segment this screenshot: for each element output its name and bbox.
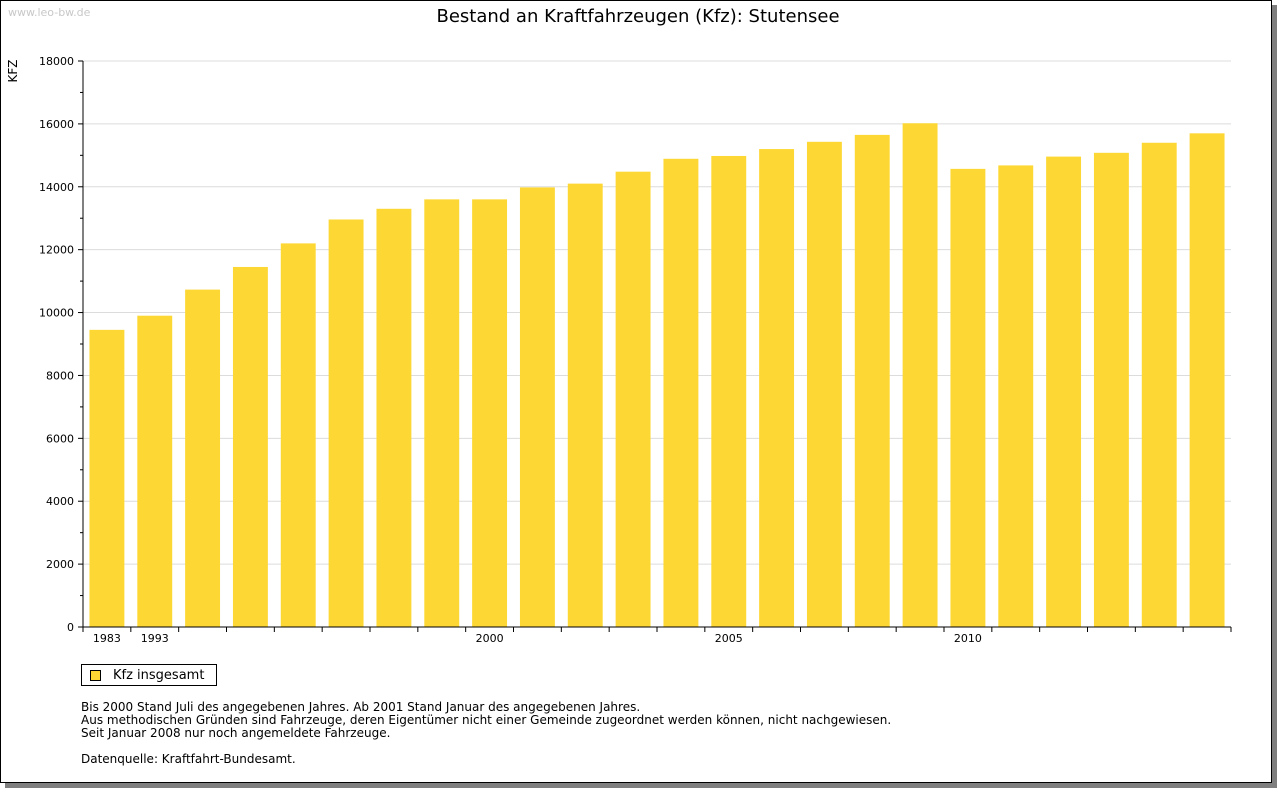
bar <box>424 199 460 627</box>
y-tick-label: 16000 <box>39 118 74 131</box>
y-tick-label: 0 <box>67 621 74 634</box>
bar-chart: Bestand an Kraftfahrzeugen (Kfz): Stuten… <box>6 6 1232 645</box>
x-tick-label: 1993 <box>141 632 169 645</box>
y-tick-label: 6000 <box>46 432 74 445</box>
bar <box>89 329 125 627</box>
bar <box>328 219 364 628</box>
bar <box>185 289 221 627</box>
bar <box>1093 152 1129 627</box>
bar <box>998 165 1034 627</box>
bar <box>137 315 173 627</box>
x-tick-label: 2010 <box>954 632 982 645</box>
bar <box>902 123 938 627</box>
chart-title: Bestand an Kraftfahrzeugen (Kfz): Stuten… <box>436 6 839 27</box>
x-tick-label: 2005 <box>715 632 743 645</box>
bar <box>376 208 412 628</box>
footnotes: Bis 2000 Stand Juli des angegebenen Jahr… <box>81 701 891 766</box>
bar <box>519 187 555 627</box>
bar <box>615 171 651 627</box>
footnote-line: Aus methodischen Gründen sind Fahrzeuge,… <box>81 713 892 727</box>
y-tick-label: 2000 <box>46 558 74 571</box>
bar <box>759 149 795 628</box>
legend: Kfz insgesamt <box>81 664 217 686</box>
x-tick-label: 2000 <box>476 632 504 645</box>
bar <box>1046 156 1082 627</box>
bar <box>1141 142 1177 627</box>
bar <box>472 199 508 627</box>
y-axis-label: KFZ <box>6 60 20 83</box>
y-tick-label: 18000 <box>39 55 74 68</box>
bar <box>567 183 603 627</box>
bar <box>663 158 699 627</box>
footnote-line: Seit Januar 2008 nur noch angemeldete Fa… <box>81 726 391 740</box>
y-tick-label: 14000 <box>39 181 74 194</box>
legend-label: Kfz insgesamt <box>113 667 205 683</box>
data-source: Datenquelle: Kraftfahrt-Bundesamt. <box>81 752 296 766</box>
bar <box>711 155 747 627</box>
legend-swatch <box>90 669 101 681</box>
bar <box>232 266 268 627</box>
bar <box>280 243 316 627</box>
y-tick-label: 8000 <box>46 369 74 382</box>
bar <box>854 134 890 627</box>
y-tick-label: 4000 <box>46 495 74 508</box>
bar <box>950 168 986 628</box>
bar <box>1189 133 1225 628</box>
watermark: www.leo-bw.de <box>8 6 91 19</box>
y-tick-label: 12000 <box>39 244 74 257</box>
x-tick-label: 1983 <box>93 632 121 645</box>
footnote-line: Bis 2000 Stand Juli des angegebenen Jahr… <box>81 700 641 714</box>
bar <box>806 141 842 627</box>
y-tick-label: 10000 <box>39 307 74 320</box>
